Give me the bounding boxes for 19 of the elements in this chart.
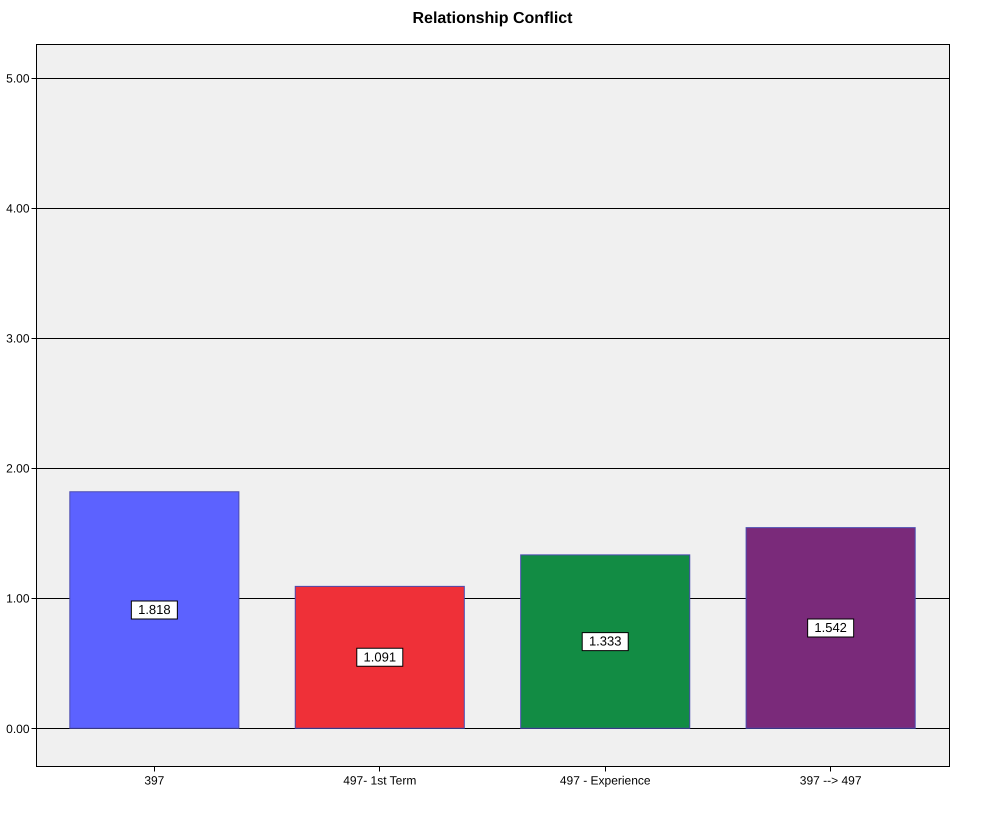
data-label: 1.333: [588, 634, 622, 649]
x-tick-label: 497 - Experience: [560, 774, 651, 788]
y-tick-label: 3.00: [6, 332, 30, 346]
y-tick-label: 5.00: [6, 71, 30, 86]
x-tick-label: 497- 1st Term: [343, 774, 416, 788]
bar: [746, 527, 916, 729]
y-tick-label: 2.00: [6, 462, 30, 476]
data-label: 1.818: [138, 602, 171, 618]
data-label: 1.091: [364, 649, 396, 664]
bar: [69, 491, 240, 729]
chart-title: Relationship Conflict: [412, 10, 574, 27]
y-tick-label: 1.00: [6, 592, 30, 606]
y-tick-label: 0.00: [6, 722, 30, 736]
data-label: 1.542: [814, 620, 847, 635]
x-tick-label: 397: [144, 774, 165, 788]
bar: [294, 586, 465, 729]
bar: [520, 554, 690, 729]
y-tick-label: 4.00: [6, 201, 30, 216]
x-tick-label: 397 --> 497: [800, 774, 862, 788]
